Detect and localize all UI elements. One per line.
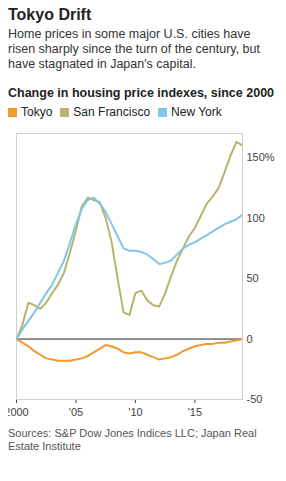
svg-text:-50: -50: [247, 393, 263, 405]
html-text:Tokyo Drift: Tokyo Drift: [8, 6, 92, 23]
svg-text:'10: '10: [128, 406, 142, 418]
svg-text:50: 50: [247, 272, 259, 284]
svg-text:'05: '05: [69, 406, 83, 418]
html-text:Sources: S&P Dow Jones Indices: Sources: S&P Dow Jones Indices LLC; Japa…: [8, 427, 257, 452]
html-text:Home prices in some major U.S.: Home prices in some major U.S. cities ha…: [8, 27, 260, 71]
svg-text:2000: 2000: [8, 406, 29, 418]
svg-text:100: 100: [247, 212, 265, 224]
html-text:Tokyo: Tokyo: [21, 105, 53, 119]
svg-text:0: 0: [247, 333, 253, 345]
html-text:San Francisco: San Francisco: [73, 105, 151, 119]
html-text:New York: New York: [171, 105, 222, 119]
html-text:Change in housing price indexe: Change in housing price indexes, since 2…: [8, 86, 275, 100]
svg-text:150%: 150%: [247, 151, 275, 163]
svg-text:'15: '15: [188, 406, 202, 418]
